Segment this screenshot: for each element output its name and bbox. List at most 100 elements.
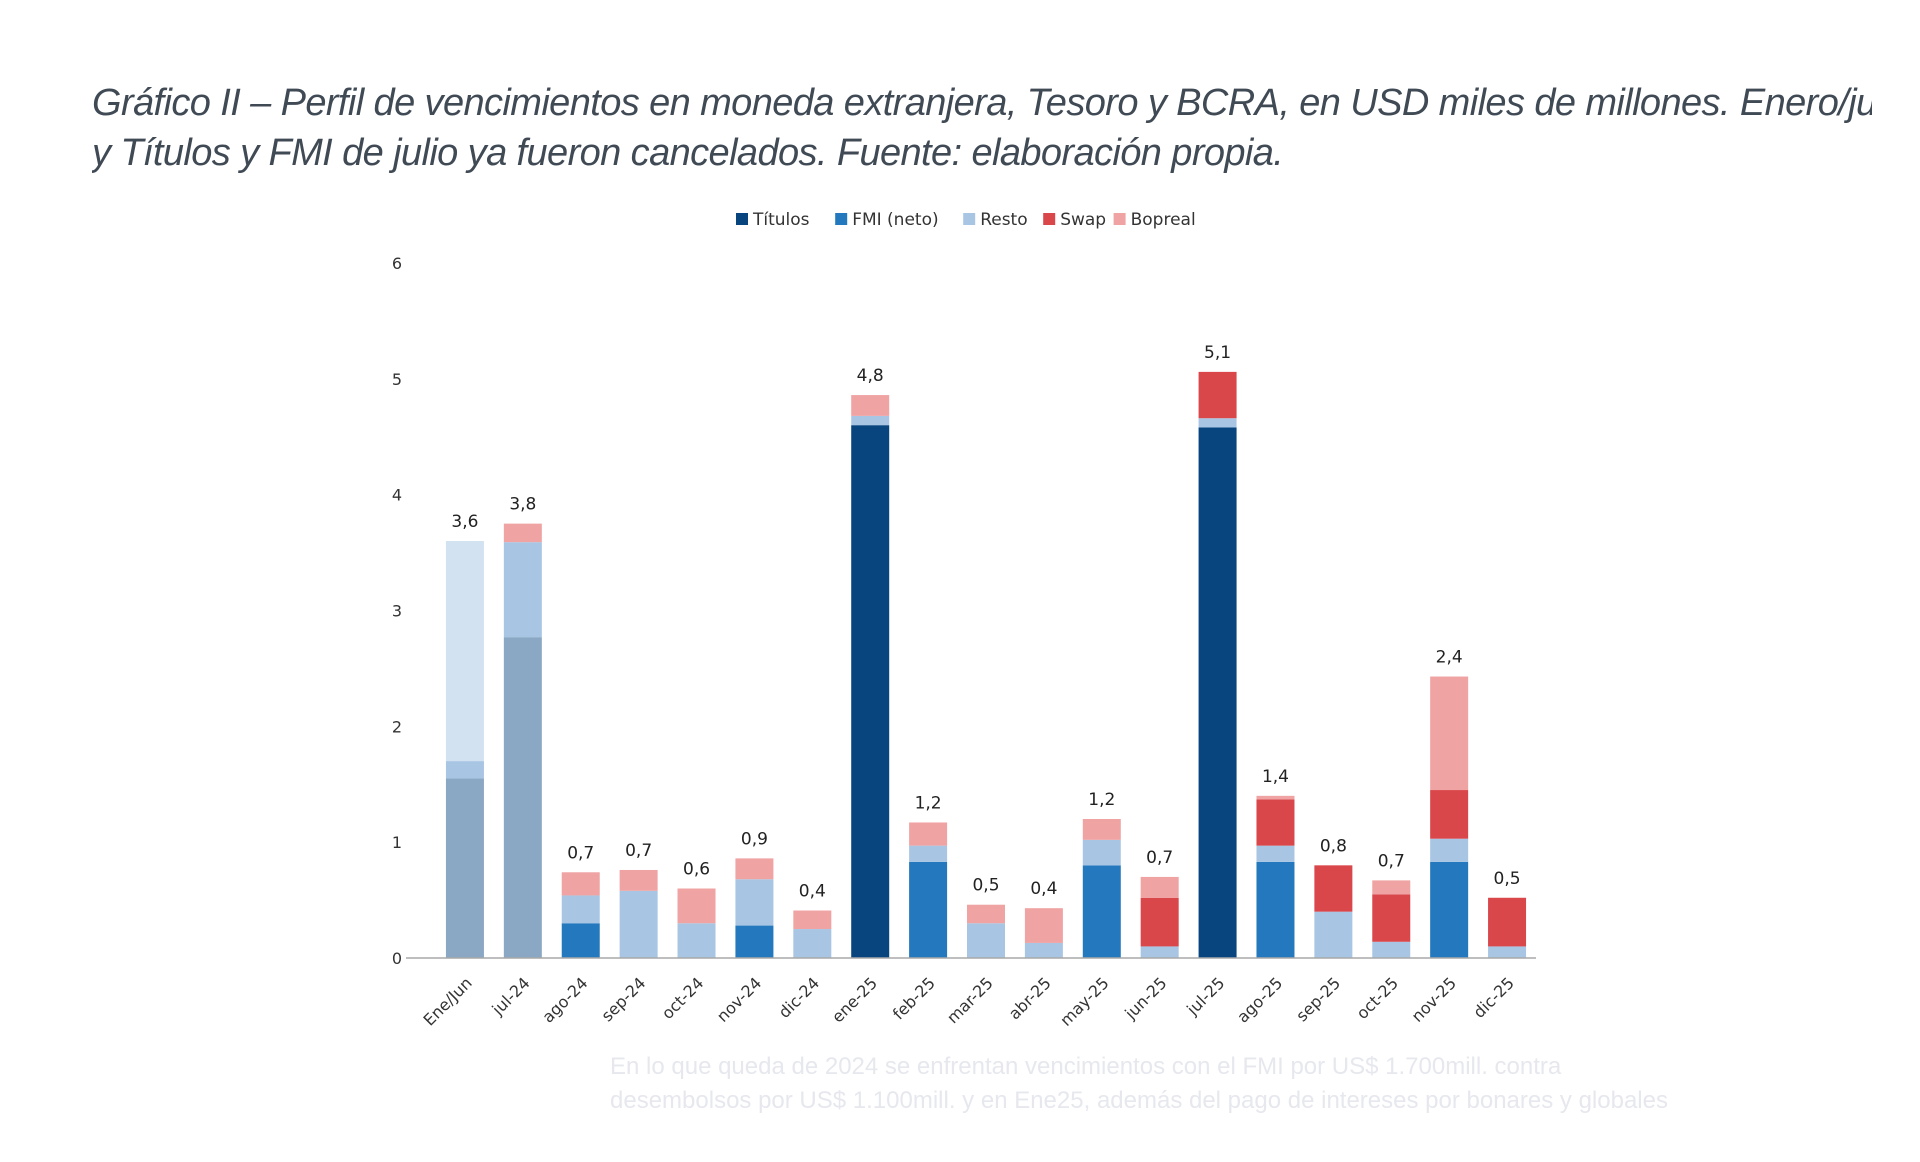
x-tick-may-25: may-25 — [1056, 973, 1112, 1029]
legend-swatch-bopreal — [1113, 213, 1126, 225]
bar-may-25-fmi-neto — [1082, 865, 1121, 958]
bar-ago-24-fmi-neto — [561, 923, 600, 958]
y-tick-0: 0 — [392, 949, 402, 968]
bar-ene-jun-resto — [445, 541, 484, 762]
bar-sep-25-swap — [1314, 865, 1353, 912]
bar-abr-25-bopreal — [1024, 908, 1063, 943]
bar-jul-24-resto — [503, 542, 542, 638]
y-tick-2: 2 — [392, 717, 402, 736]
bar-oct-24-resto — [677, 923, 716, 958]
bar-may-25-bopreal — [1082, 819, 1121, 840]
total-label-ago-25: 1,4 — [1262, 767, 1289, 787]
bar-dic-24-resto — [793, 929, 832, 958]
bar-nov-24-resto — [735, 879, 774, 926]
total-labels: 3,6 3,8 0,7 0,7 0,6 0,9 0,4 4,8 1,2 0,5 0,4 1,2 0,7 5… — [451, 343, 1520, 902]
bar-nov-24-fmi-neto — [735, 925, 774, 958]
caption-line-2: y Títulos y FMI de julio ya fueron cance… — [92, 132, 1284, 174]
x-tick-jul-24: jul-24 — [488, 973, 534, 1019]
total-label-ene-25: 4,8 — [857, 366, 884, 386]
x-tick-nov-25: nov-25 — [1408, 973, 1460, 1025]
total-label-dic-25: 0,5 — [1494, 869, 1521, 889]
bar-oct-25-resto — [1372, 941, 1411, 958]
chart-legend: Títulos FMI (neto) Resto Swap Bopreal — [736, 210, 1196, 230]
bar-sep-25-resto — [1314, 911, 1353, 958]
bar-series — [445, 371, 1527, 959]
legend-label-swap: Swap — [1060, 210, 1106, 230]
bar-jul-25-titulos — [1198, 427, 1237, 958]
total-label-sep-25: 0,8 — [1320, 836, 1347, 856]
total-label-sep-24: 0,7 — [625, 841, 652, 861]
bar-sep-24-resto — [619, 890, 658, 958]
bar-ene-25-bopreal — [851, 395, 890, 416]
legend-label-bopreal: Bopreal — [1131, 210, 1196, 230]
total-label-dic-24: 0,4 — [799, 882, 826, 902]
bar-oct-24-bopreal — [677, 888, 716, 924]
total-label-jul-24: 3,8 — [509, 495, 536, 515]
x-tick-oct-25: oct-25 — [1353, 973, 1402, 1022]
bar-ago-25-swap — [1256, 799, 1295, 846]
bar-jul-24-bopreal — [503, 523, 542, 543]
bar-oct-25-bopreal — [1372, 880, 1411, 895]
x-tick-jun-25: jun-25 — [1120, 973, 1170, 1023]
x-tick-ago-24: ago-24 — [538, 973, 591, 1026]
bar-nov-25-bopreal — [1430, 676, 1469, 791]
y-tick-5: 5 — [392, 370, 402, 389]
bar-oct-25-swap — [1372, 894, 1411, 942]
y-tick-6: 6 — [392, 254, 402, 273]
bar-nov-25-fmi-neto — [1430, 861, 1469, 958]
x-tick-ene-25: ene-25 — [828, 973, 881, 1026]
bar-ene-jun-resto-lower — [445, 761, 484, 779]
total-label-feb-25: 1,2 — [915, 793, 942, 813]
bar-nov-25-swap — [1430, 790, 1469, 839]
bar-jul-25-resto — [1198, 418, 1237, 428]
x-tick-oct-24: oct-24 — [658, 973, 707, 1022]
bar-nov-25-resto — [1430, 838, 1469, 862]
legend-swatch-swap — [1043, 213, 1056, 225]
total-label-ago-24: 0,7 — [567, 843, 594, 863]
bar-dic-25-swap — [1488, 897, 1527, 947]
legend-label-resto: Resto — [980, 210, 1027, 230]
bar-dic-25-resto — [1488, 946, 1527, 958]
x-tick-jul-25: jul-25 — [1182, 973, 1228, 1019]
background-paragraph: En lo que queda de 2024 se enfrentan ven… — [610, 1050, 1760, 1118]
bar-ene-jun-titulos — [445, 778, 484, 958]
total-label-mar-25: 0,5 — [972, 876, 999, 896]
x-tick-sep-24: sep-24 — [598, 973, 650, 1025]
y-axis: 0 1 2 3 4 5 6 — [392, 254, 402, 968]
x-axis: Ene/Jun jul-24 ago-24 sep-24 oct-24 nov-24 dic… — [406, 957, 1536, 1030]
bar-jun-25-swap — [1140, 897, 1179, 947]
bar-ene-25-resto — [851, 415, 890, 426]
bar-ago-25-fmi-neto — [1256, 861, 1295, 958]
y-tick-1: 1 — [392, 833, 402, 852]
bar-ene-25-titulos — [851, 425, 890, 959]
chart-caption: Gráfico II – Perfil de vencimientos en m… — [92, 78, 1872, 178]
bar-jun-25-resto — [1140, 946, 1179, 958]
y-tick-3: 3 — [392, 602, 402, 621]
total-label-may-25: 1,2 — [1088, 790, 1115, 810]
bar-mar-25-resto — [967, 923, 1005, 958]
legend-swatch-titulos — [736, 213, 748, 225]
x-tick-dic-25: dic-25 — [1469, 973, 1517, 1021]
legend-swatch-resto — [963, 213, 976, 225]
x-tick-sep-25: sep-25 — [1292, 973, 1344, 1025]
x-tick-feb-25: feb-25 — [889, 973, 939, 1023]
bar-dic-24-bopreal — [793, 910, 832, 930]
bar-jul-25-swap — [1198, 371, 1237, 419]
x-tick-abr-25: abr-25 — [1005, 973, 1055, 1023]
bar-abr-25-resto — [1024, 942, 1063, 958]
bar-jun-25-bopreal — [1140, 876, 1179, 898]
bar-jul-24-titulos — [503, 637, 542, 958]
bar-nov-24-bopreal — [735, 858, 774, 880]
background-line-2: desembolsos por US$ 1.100mill. y en Ene2… — [610, 1087, 1668, 1114]
total-label-nov-24: 0,9 — [741, 829, 768, 849]
x-tick-ene-jun: Ene/Jun — [420, 973, 476, 1029]
bar-ago-24-bopreal — [561, 872, 600, 896]
x-tick-ago-25: ago-25 — [1233, 973, 1286, 1026]
total-label-jul-25: 5,1 — [1204, 343, 1231, 363]
total-label-abr-25: 0,4 — [1030, 879, 1057, 899]
total-label-oct-24: 0,6 — [683, 860, 710, 880]
x-tick-mar-25: mar-25 — [943, 973, 997, 1027]
total-label-ene-jun: 3,6 — [451, 512, 478, 532]
total-label-nov-25: 2,4 — [1436, 648, 1463, 668]
